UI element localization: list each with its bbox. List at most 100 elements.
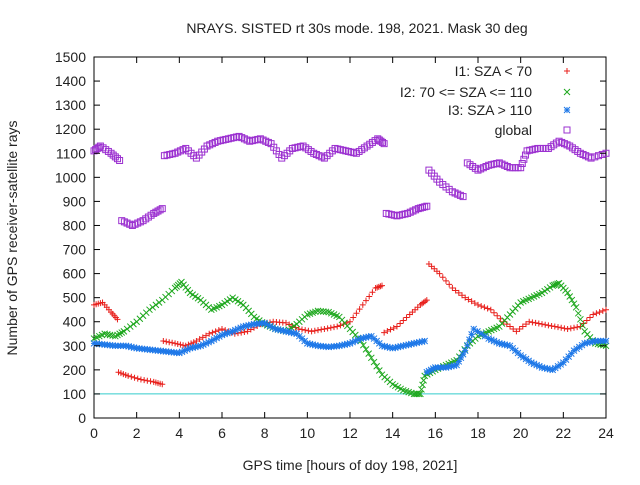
data-point [212,328,219,335]
data-point [567,325,574,332]
data-point [287,329,295,336]
data-point [525,357,533,365]
data-point [494,312,501,319]
data-point [529,319,536,326]
data-point [221,330,229,338]
data-point [237,324,245,332]
x-tick-label: 12 [342,425,358,441]
legend-marker [563,126,571,134]
data-point [413,339,421,347]
series-4 [90,132,610,229]
data-point [95,143,103,151]
data-point [423,297,430,304]
data-point [523,321,529,328]
data-point [578,341,586,349]
data-point [574,309,582,317]
data-point [586,338,594,346]
data-point [543,365,551,373]
data-point [445,363,453,371]
data-point [459,193,467,201]
data-point [309,341,317,348]
data-point [571,324,577,331]
data-point [593,310,600,317]
data-point [357,335,365,342]
data-point [510,325,517,332]
data-point [491,309,497,316]
data-point [427,366,435,374]
data-point [126,323,134,330]
data-point [191,343,199,351]
data-point [285,328,293,336]
data-point [462,294,469,301]
data-point [423,368,431,376]
chart-title: NRAYS. SISTED rt 30s mode. 198, 2021. Ma… [186,20,527,36]
data-point [359,341,367,349]
data-point [183,346,191,353]
data-point [381,329,388,336]
y-axis-label: Number of GPS receiver-satellite rays [4,121,20,356]
data-point [554,362,562,370]
data-point [378,342,386,350]
data-point [303,340,311,347]
y-tick-label: 1200 [55,121,86,137]
data-point [131,374,138,381]
data-point [306,340,314,348]
data-point [517,352,525,359]
data-point [590,311,597,318]
data-point [470,325,478,333]
data-point [442,364,450,371]
data-point [155,299,163,306]
data-point [315,327,321,334]
data-point [373,362,381,370]
data-point [128,373,135,380]
data-point [521,151,529,159]
data-point [415,338,423,346]
data-point [209,329,216,336]
data-point [403,314,410,321]
data-point [400,317,407,324]
data-point [415,390,423,398]
data-point [343,340,351,348]
data-point [539,321,545,328]
data-point [518,159,526,167]
data-point [194,343,202,350]
data-point [354,336,362,344]
data-point [453,361,461,369]
data-point [180,342,187,349]
data-point [397,343,405,350]
data-point [120,328,128,335]
legend-label: I1: SZA < 70 [455,63,533,79]
data-point [541,364,549,372]
data-point [239,323,247,330]
data-point [549,366,557,374]
legend-label: global [495,122,532,138]
data-point [199,341,207,348]
data-point [555,324,561,331]
data-point [410,390,418,398]
data-point [475,301,481,308]
data-point [455,289,462,296]
data-point [241,328,248,335]
data-point [520,155,528,163]
data-point [419,381,426,389]
data-point [215,333,223,340]
data-point [269,324,277,331]
data-point [538,364,546,371]
data-point [551,364,559,372]
data-point [587,154,595,162]
data-point [174,340,181,347]
data-point [263,321,271,328]
data-point [477,330,485,338]
data-point [577,315,584,323]
data-point [542,321,549,328]
data-point [279,327,287,335]
y-tick-label: 1300 [55,97,86,113]
data-point [205,338,213,346]
data-point [314,307,322,315]
data-point [156,206,164,214]
data-point [277,326,285,334]
data-point [282,328,290,335]
y-tick-label: 900 [63,193,87,209]
